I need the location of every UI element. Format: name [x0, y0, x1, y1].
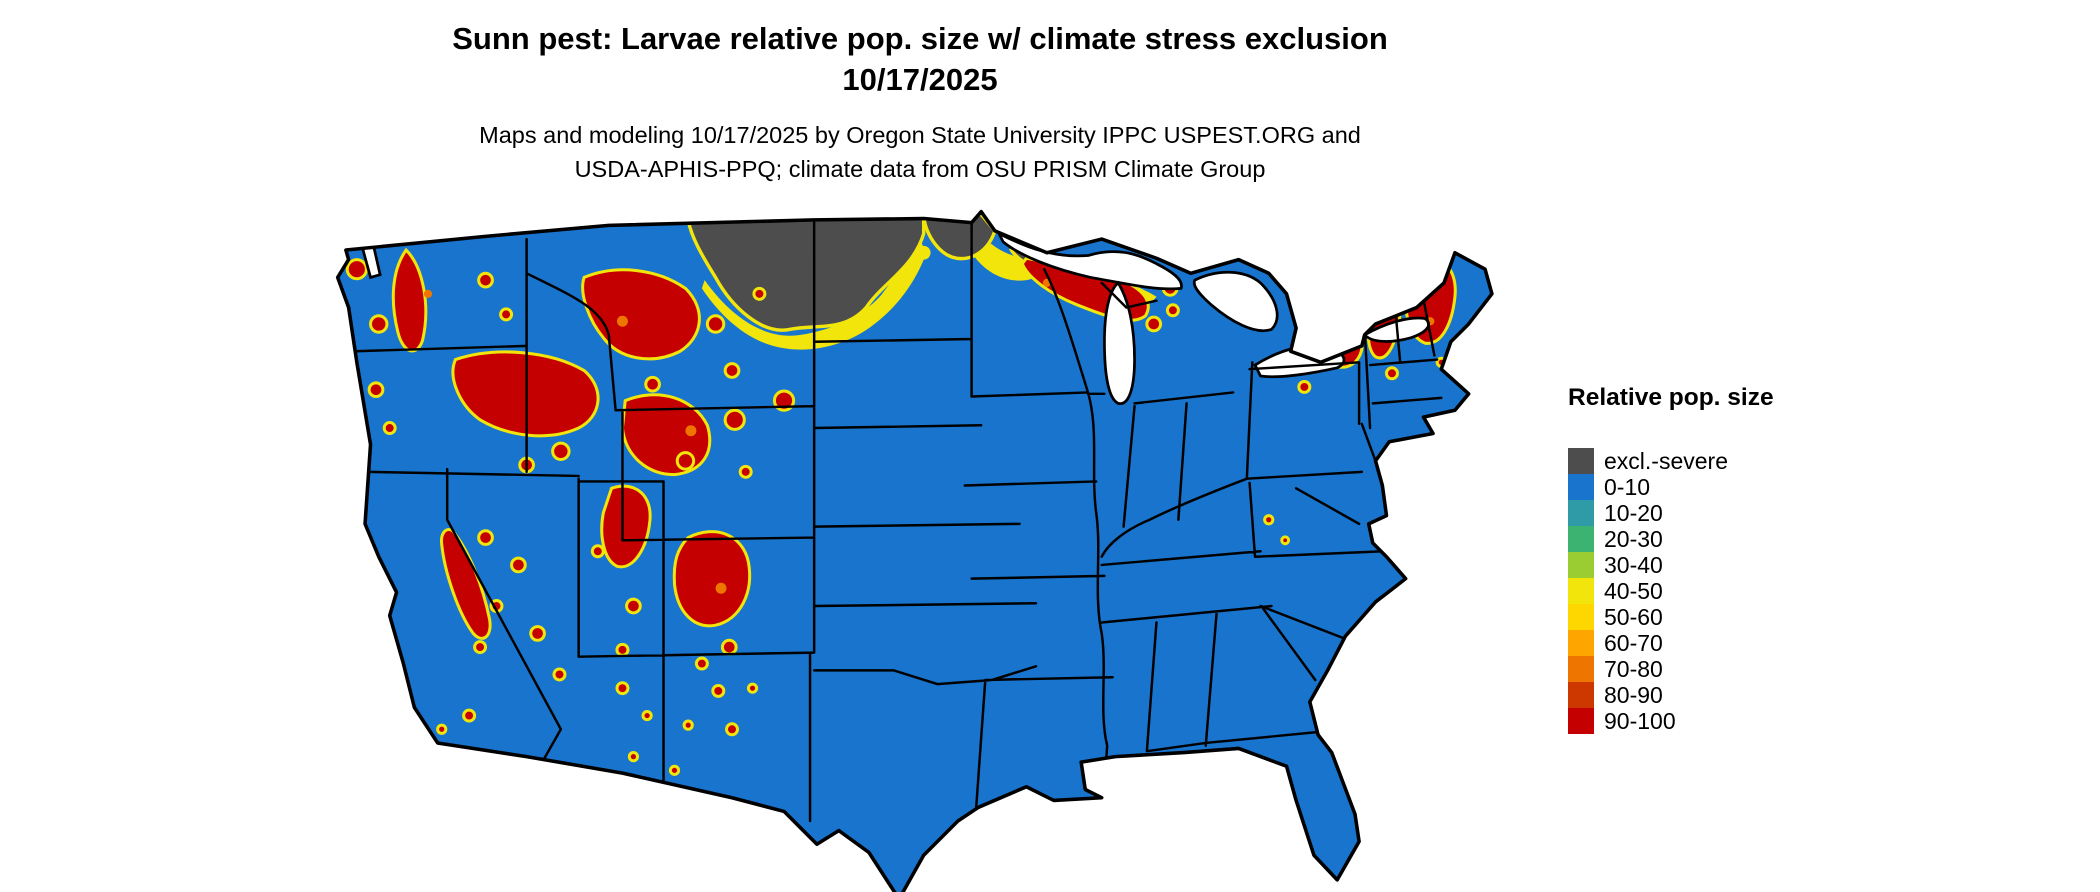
legend-label: excl.-severe: [1604, 448, 1728, 474]
legend-swatch: [1568, 500, 1594, 526]
legend-item: 50-60: [1568, 604, 1774, 630]
legend-swatch: [1568, 630, 1594, 656]
legend-item: 20-30: [1568, 526, 1774, 552]
us-map-svg: [335, 209, 1494, 892]
legend-swatch: [1568, 708, 1594, 734]
legend-label: 30-40: [1604, 552, 1663, 578]
lake-michigan: [1103, 280, 1136, 405]
legend-swatch: [1568, 422, 1594, 448]
legend-item: 90-100: [1568, 708, 1774, 734]
legend-rows: excl.-severe 0-10 10-20 20-30 30-40 40-5…: [1568, 422, 1774, 734]
legend-label: 80-90: [1604, 682, 1663, 708]
legend-item: 10-20: [1568, 500, 1774, 526]
legend-swatch: [1568, 656, 1594, 682]
legend-item: excl.-severe: [1568, 448, 1774, 474]
map-subtitle-line2: USDA-APHIS-PPQ; climate data from OSU PR…: [574, 156, 1266, 182]
nation-outline: [335, 209, 1494, 892]
legend-label: 0-10: [1604, 474, 1651, 500]
legend-label: 20-30: [1604, 526, 1663, 552]
legend: Relative pop. size excl.-severe 0-10 10-…: [1568, 384, 1774, 734]
state-borders: [350, 218, 1443, 823]
legend-item: 70-80: [1568, 656, 1774, 682]
legend-swatch: [1568, 526, 1594, 552]
legend-item: 80-90: [1568, 682, 1774, 708]
legend-item: [1568, 422, 1774, 448]
legend-swatch: [1568, 552, 1594, 578]
lake-superior: [995, 230, 1183, 291]
legend-label: 40-50: [1604, 578, 1663, 604]
legend-label: 50-60: [1604, 604, 1663, 630]
legend-label: 60-70: [1604, 630, 1663, 656]
legend-item: 0-10: [1568, 474, 1774, 500]
legend-swatch: [1568, 474, 1594, 500]
legend-title: Relative pop. size: [1568, 384, 1774, 411]
legend-swatch: [1568, 682, 1594, 708]
legend-label: 90-100: [1604, 708, 1676, 734]
map-subtitle: Maps and modeling 10/17/2025 by Oregon S…: [0, 118, 1840, 186]
map-title: Sunn pest: Larvae relative pop. size w/ …: [0, 18, 1840, 100]
legend-label: 10-20: [1604, 500, 1663, 526]
legend-item: 60-70: [1568, 630, 1774, 656]
legend-item: 40-50: [1568, 578, 1774, 604]
map-subtitle-line1: Maps and modeling 10/17/2025 by Oregon S…: [479, 122, 1361, 148]
map-title-line1: Sunn pest: Larvae relative pop. size w/ …: [452, 21, 1388, 56]
map-base-region: [337, 211, 1492, 892]
map-title-date: 10/17/2025: [842, 62, 998, 97]
legend-swatch: [1568, 578, 1594, 604]
legend-swatch: [1568, 604, 1594, 630]
legend-label: 70-80: [1604, 656, 1663, 682]
legend-swatch: [1568, 448, 1594, 474]
legend-item: 30-40: [1568, 552, 1774, 578]
us-map: [280, 198, 1540, 892]
lake-huron: [1192, 270, 1279, 332]
